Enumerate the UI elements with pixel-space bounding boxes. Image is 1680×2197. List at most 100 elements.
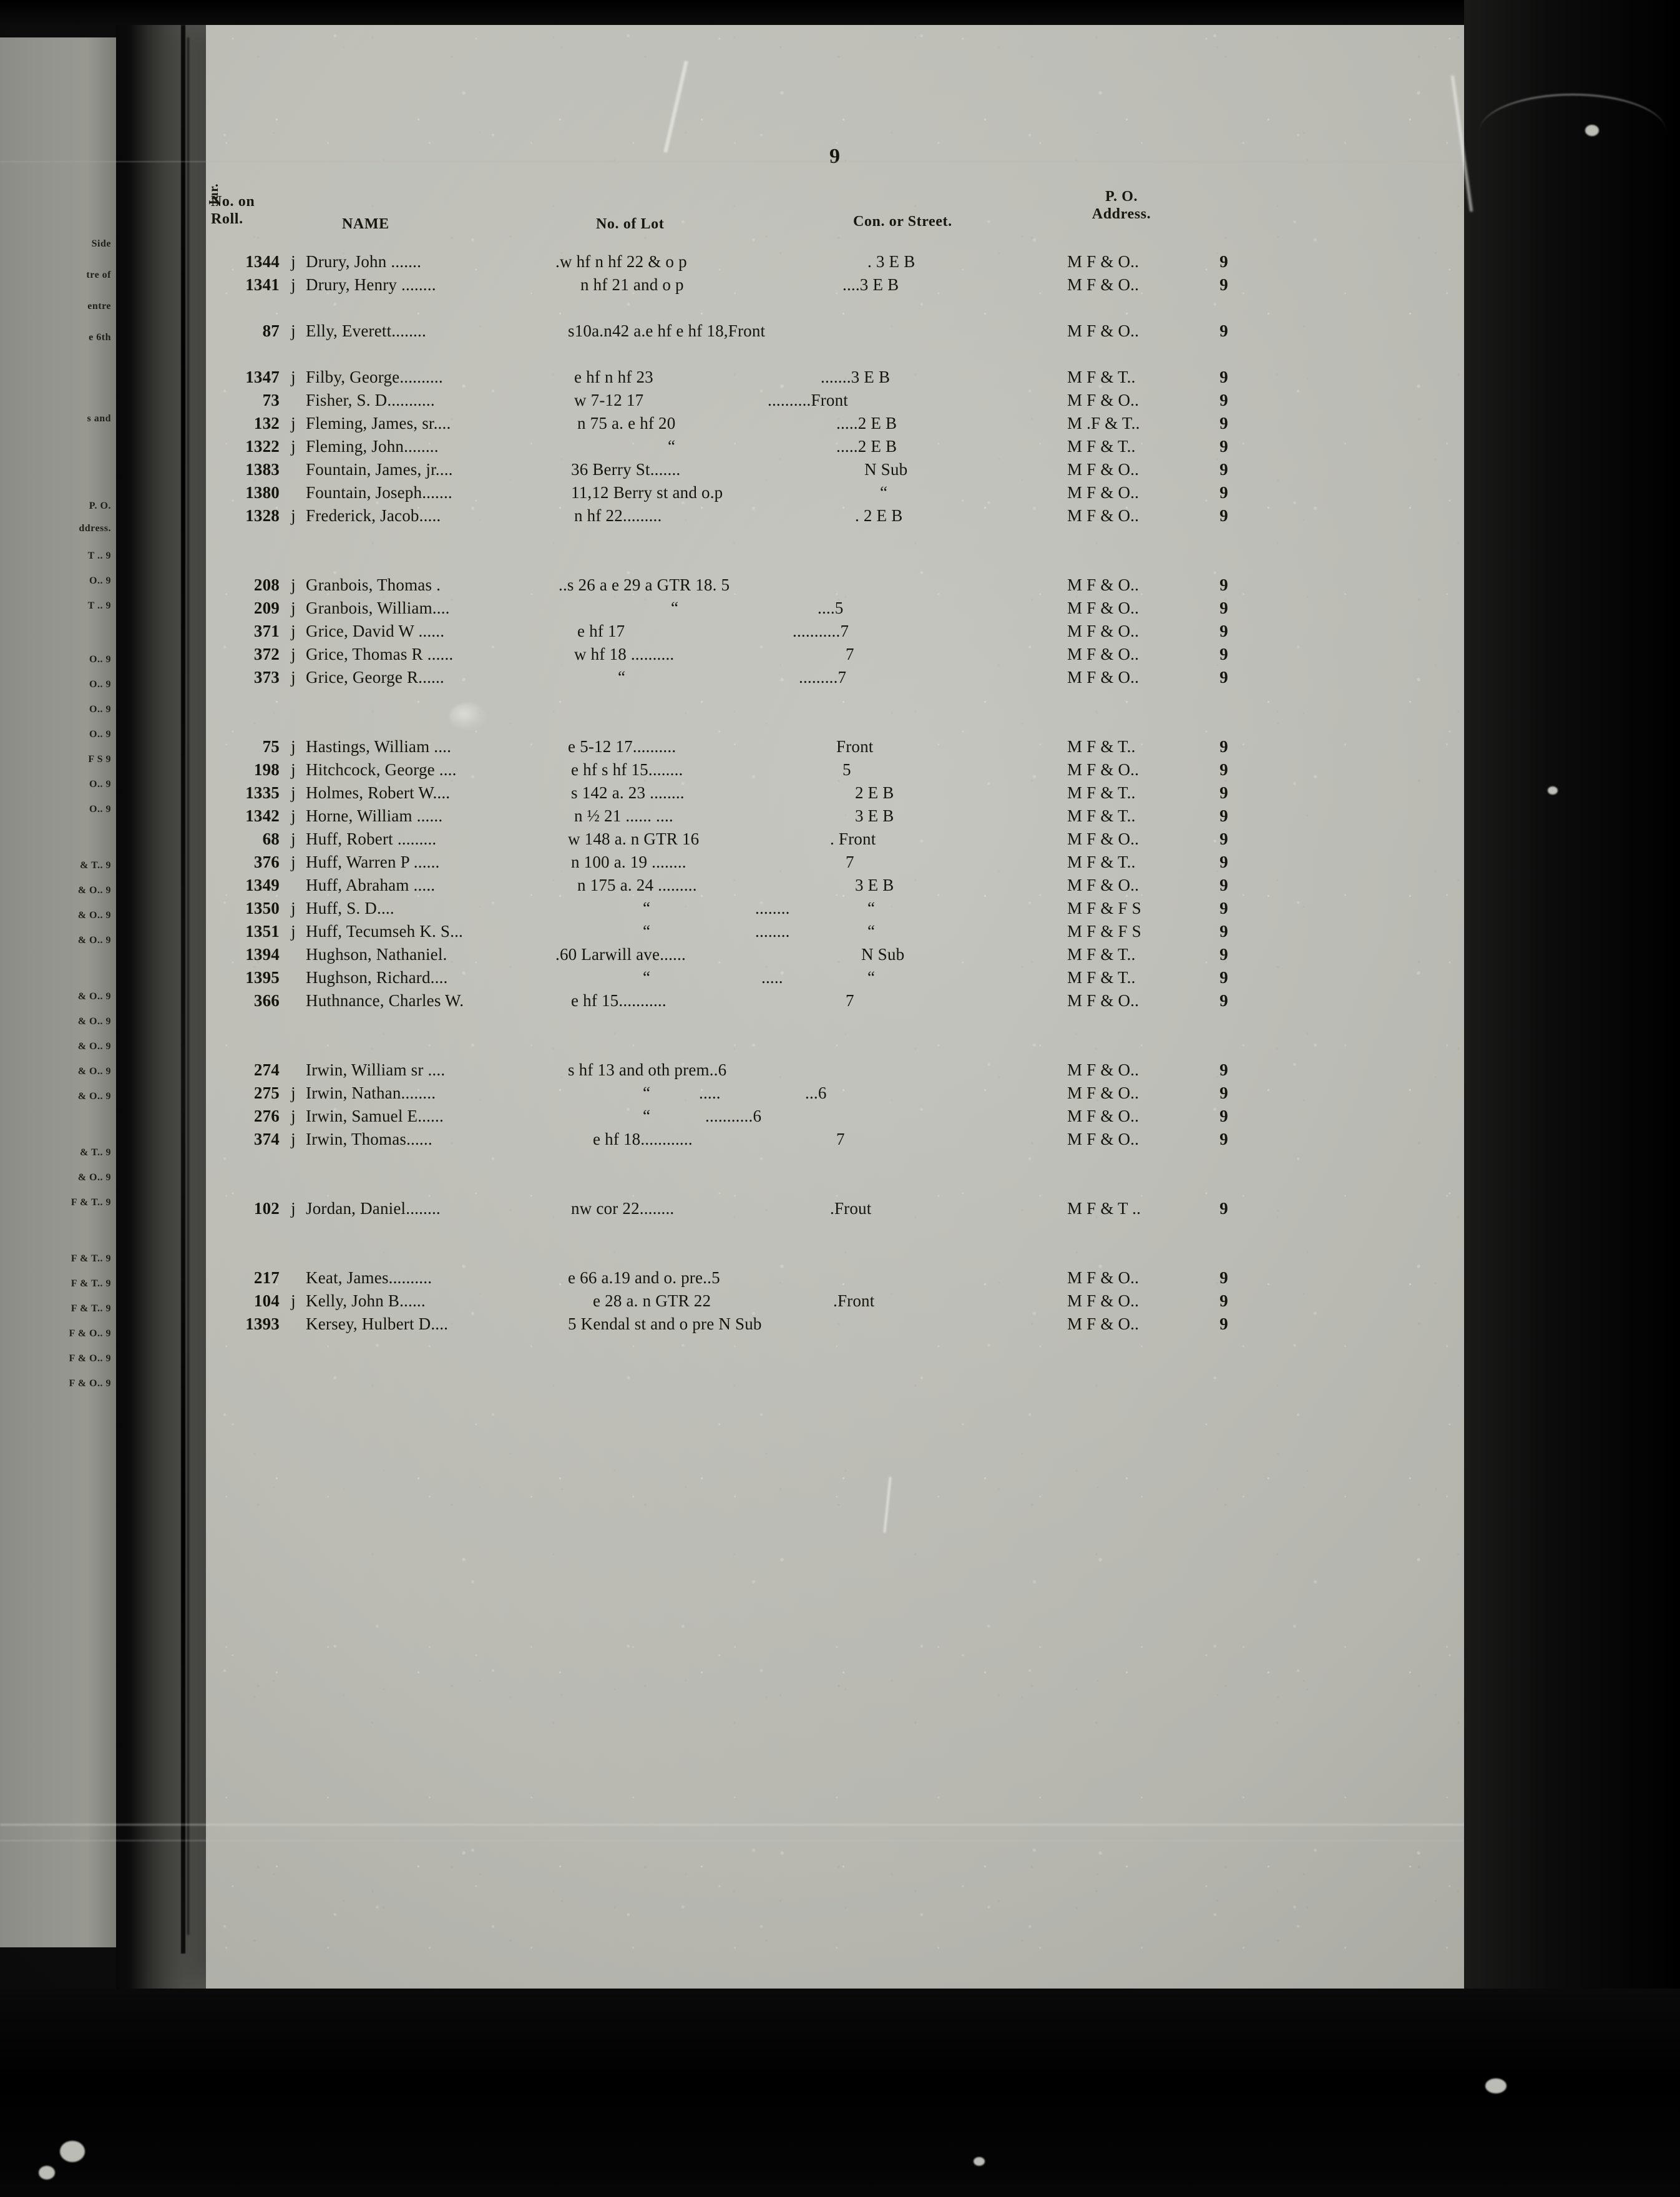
cell-name: Granbois, Thomas . (306, 575, 441, 594)
cell-jury-mark: j (291, 1084, 296, 1102)
facing-page-fragment: entre (87, 301, 111, 311)
cell-concession-or-street: .Frout (830, 1199, 872, 1218)
cell-name: Grice, David W ...... (306, 622, 445, 640)
cell-roll-number: 1349 (245, 876, 280, 894)
facing-page-fragment: F S 9 (88, 754, 111, 765)
table-header-row: No. on Roll. Jur. NAME No. of Lot Con. o… (206, 183, 1464, 252)
dust-speck (974, 2157, 985, 2166)
cell-name: Holmes, Robert W.... (306, 783, 451, 802)
table-row: 87 j Elly, Everett........ s10a.n42 a.e hf … (206, 321, 1464, 345)
cell-lot-number: “ (671, 599, 679, 617)
facing-page-fragment: O.. 9 (89, 704, 111, 715)
table-row: 217 Keat, James.......... e 66 a.19 and o.… (206, 1268, 1464, 1291)
cell-lot-number: e 5-12 17.......... (568, 737, 676, 756)
cell-name: Irwin, William sr .... (306, 1060, 446, 1079)
table-row: 1344 j Drury, John ....... .w hf n hf 22 & … (206, 252, 1464, 275)
cell-name: Fleming, John........ (306, 437, 439, 456)
row-spacer (206, 529, 1464, 552)
cell-jury-mark: j (291, 275, 296, 294)
cell-concession-or-street: ........ (755, 899, 790, 917)
facing-page-fragment: P. O. (89, 501, 111, 511)
cell-po-address: M .F & T.. (1067, 414, 1140, 433)
table-row: 1335 j Holmes, Robert W.... s 142 a. 23 ...… (206, 783, 1464, 806)
cell-jury-mark: j (291, 760, 296, 779)
cell-po-page: 9 (1219, 437, 1228, 456)
cell-lot-number: n 175 a. 24 ......... (577, 876, 697, 894)
cell-concession-or-street: 5 (842, 760, 851, 779)
facing-page-fragment: O.. 9 (89, 679, 111, 690)
facing-page-fragment: & O.. 9 (77, 991, 111, 1002)
cell-concession-or-street: ..... (761, 968, 783, 987)
column-header-po-line1: P. O. (1105, 188, 1138, 205)
cell-lot-number: nw cor 22........ (571, 1199, 675, 1218)
cell-roll-number: 1383 (245, 460, 280, 479)
cell-concession-or-street: N Sub (864, 460, 908, 479)
table-row: 372 j Grice, Thomas R ...... w hf 18 ......… (206, 645, 1464, 668)
facing-page-fragment: & O.. 9 (77, 1016, 111, 1027)
cell-lot-number: e hf s hf 15........ (571, 760, 683, 779)
cell-roll-number: 372 (253, 645, 280, 663)
row-spacer (206, 714, 1464, 737)
cell-lot-number: w 7-12 17 (574, 391, 644, 409)
column-header-roll-line1: No. on (211, 193, 255, 210)
cell-po-address: M F & O.. (1067, 1268, 1140, 1287)
cell-name: Drury, John ....... (306, 252, 422, 271)
cell-lot-number: e hf n hf 23 (574, 368, 653, 386)
table-row: 376 j Huff, Warren P ...... n 100 a. 19 ...… (206, 853, 1464, 876)
cell-concession-or-street-ditto: “ (867, 922, 876, 941)
cell-lot-number: s hf 13 and oth prem..6 (568, 1060, 727, 1079)
cell-name: Huff, Abraham ..... (306, 876, 436, 894)
row-spacer (206, 691, 1464, 714)
table-row: 1380 Fountain, Joseph....... 11,12 Berry s… (206, 483, 1464, 506)
cell-name: Huff, Tecumseh K. S... (306, 922, 463, 941)
column-header-concession-or-street: Con. or Street. (853, 213, 952, 230)
cell-roll-number: 1335 (245, 783, 280, 802)
facing-page-fragment: & O.. 9 (77, 1091, 111, 1102)
cell-jury-mark: j (291, 899, 296, 917)
cell-lot-number: 5 Kendal st and o pre N Sub (568, 1314, 762, 1333)
cell-jury-mark: j (291, 414, 296, 433)
cell-name: Irwin, Nathan........ (306, 1084, 436, 1102)
row-spacer (206, 552, 1464, 575)
cell-po-address: M F & T.. (1067, 968, 1136, 987)
cell-roll-number: 1351 (245, 922, 280, 941)
table-row: 1328 j Frederick, Jacob..... n hf 22.......… (206, 506, 1464, 529)
cell-po-address: M F & T.. (1067, 368, 1136, 386)
cell-jury-mark: j (291, 922, 296, 941)
cell-po-address: M F & O.. (1067, 668, 1140, 687)
table-row: 104 j Kelly, John B...... e 28 a. n GTR 22.… (206, 1291, 1464, 1314)
cell-po-page: 9 (1219, 368, 1228, 386)
cell-concession-or-street: 2 E B (855, 783, 894, 802)
cell-jury-mark: j (291, 622, 296, 640)
cell-name: Jordan, Daniel........ (306, 1199, 441, 1218)
cell-po-page: 9 (1219, 829, 1228, 848)
cell-lot-number: “ (618, 668, 626, 687)
cell-po-page: 9 (1219, 1130, 1228, 1148)
cell-jury-mark: j (291, 1130, 296, 1148)
cell-po-address: M F & T .. (1067, 1199, 1141, 1218)
facing-page-fragment: O.. 9 (89, 779, 111, 790)
facing-page-fragment: & O.. 9 (77, 1172, 111, 1183)
cell-po-address: M F & F S (1067, 899, 1141, 917)
cell-concession-or-street: ....3 E B (842, 275, 899, 294)
cell-roll-number: 374 (253, 1130, 280, 1148)
cell-concession-or-street: . 2 E B (855, 506, 903, 525)
cell-jury-mark: j (291, 368, 296, 386)
cell-po-address: M F & T.. (1067, 783, 1136, 802)
binding-crease-secondary (187, 37, 189, 1935)
cell-jury-mark: j (291, 668, 296, 687)
cell-jury-mark: j (291, 806, 296, 825)
cell-po-address: M F & O.. (1067, 1060, 1140, 1079)
cell-roll-number: 373 (253, 668, 280, 687)
column-header-po-address: P. O. Address. (1075, 188, 1168, 223)
cell-po-address: M F & O.. (1067, 1130, 1140, 1148)
row-spacer (206, 1153, 1464, 1176)
cell-po-address: M F & T.. (1067, 806, 1136, 825)
cell-po-page: 9 (1219, 1199, 1228, 1218)
cell-roll-number: 371 (253, 622, 280, 640)
cell-po-address: M F & O.. (1067, 483, 1140, 502)
cell-roll-number: 1322 (245, 437, 280, 456)
cell-po-address: M F & O.. (1067, 460, 1140, 479)
cell-lot-number: “ (668, 437, 676, 456)
cell-name: Keat, James.......... (306, 1268, 432, 1287)
